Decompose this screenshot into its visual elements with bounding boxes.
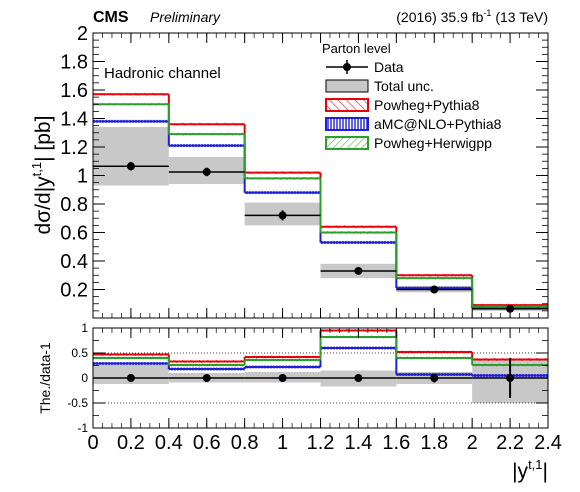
y-tick-label: 1.8 — [60, 52, 88, 74]
legend-data-marker — [343, 63, 351, 71]
x-label-sup: t,1 — [528, 457, 542, 472]
data-point — [126, 162, 135, 171]
x-tick-label: 0.6 — [193, 432, 221, 454]
x-tick-label: 1 — [277, 432, 288, 454]
y-tick-label: -0.5 — [67, 396, 88, 410]
y-tick-label: 0 — [81, 371, 88, 385]
legend-title: Parton level — [322, 41, 391, 56]
ratio-y-axis-label: The./data-1 — [37, 342, 53, 414]
data-point — [202, 374, 211, 382]
legend-series-swatch — [325, 98, 369, 112]
x-tick-label: 0.2 — [117, 432, 145, 454]
data-point — [278, 211, 287, 220]
status-label: Preliminary — [150, 9, 221, 25]
y-tick-label: 2 — [77, 23, 88, 45]
y-tick-label: 1 — [81, 321, 88, 335]
x-axis-label: |yt,1| — [512, 457, 548, 483]
y-label-sup: t,1 — [29, 162, 44, 176]
y-tick-label: 1.6 — [60, 80, 88, 102]
x-tick-label: 2.2 — [496, 432, 524, 454]
data-point — [354, 266, 363, 275]
data-point — [354, 374, 363, 382]
legend-entry-label: Total unc. — [374, 78, 434, 94]
data-point — [430, 374, 439, 382]
legend: Parton level Data Total unc. Powheg+Pythia8… — [322, 41, 502, 151]
legend-series-swatch — [325, 136, 369, 150]
x-tick-label: 1.8 — [420, 432, 448, 454]
legend-entry-label: Powheg+Herwigpp — [374, 135, 492, 151]
data-point — [126, 374, 135, 382]
y-tick-label: 1.2 — [60, 137, 88, 159]
y-label-main: dσ/d|y — [32, 176, 55, 235]
x-tick-label: 0 — [87, 432, 98, 454]
x-tick-label: 1.2 — [307, 432, 335, 454]
main-panel: 0.2 0.4 0.6 0.8 1 1.2 1.4 1.6 1.8 2 — [60, 23, 549, 319]
y-tick-label: 1.4 — [60, 109, 88, 131]
experiment-label: CMS — [93, 9, 129, 26]
uncertainty-band — [93, 127, 169, 186]
y-tick-label: 0.6 — [60, 223, 88, 245]
ratio-panel: -1 -0.5 0 0.5 1 0 0.2 0.4 0.6 0.8 1 1.2 1.4 1.6 1.8 2 2.… — [67, 321, 562, 454]
x-label-main: |y — [512, 460, 528, 483]
legend-unc-swatch — [325, 79, 369, 93]
main-annotation: Hadronic channel — [104, 65, 221, 82]
lumi-label: (2016) 35.9 fb-1 (13 TeV) — [396, 8, 548, 25]
lumi-prefix: (2016) 35.9 fb — [396, 9, 483, 25]
x-tick-label: 0.8 — [231, 432, 259, 454]
x-tick-label: 2 — [467, 432, 478, 454]
x-tick-label: 2.4 — [534, 432, 562, 454]
y-tick-label: 1 — [77, 166, 88, 188]
legend-entry-label: Data — [374, 59, 404, 75]
x-label-tail: | — [543, 460, 548, 483]
data-point — [202, 167, 211, 176]
legend-entry-label: aMC@NLO+Pythia8 — [374, 116, 502, 132]
legend-series-swatch — [325, 117, 369, 131]
y-tick-label: 0.5 — [71, 346, 88, 360]
lumi-sup: -1 — [483, 8, 491, 18]
data-point — [430, 285, 439, 294]
y-tick-label: -1 — [77, 421, 88, 435]
x-tick-label: 1.4 — [345, 432, 373, 454]
data-point — [278, 374, 287, 382]
x-tick-label: 1.6 — [382, 432, 410, 454]
y-tick-label: 0.2 — [60, 280, 88, 302]
x-tick-label: 0.4 — [155, 432, 183, 454]
y-tick-label: 0.4 — [60, 251, 88, 273]
lumi-suffix: (13 TeV) — [491, 9, 548, 25]
data-point — [506, 374, 515, 382]
y-label-tail: | [pb] — [32, 116, 55, 162]
y-axis-label: dσ/d|yt,1| [pb] — [29, 116, 55, 235]
y-tick-label: 0.8 — [60, 194, 88, 216]
legend-entry-label: Powheg+Pythia8 — [374, 97, 480, 113]
